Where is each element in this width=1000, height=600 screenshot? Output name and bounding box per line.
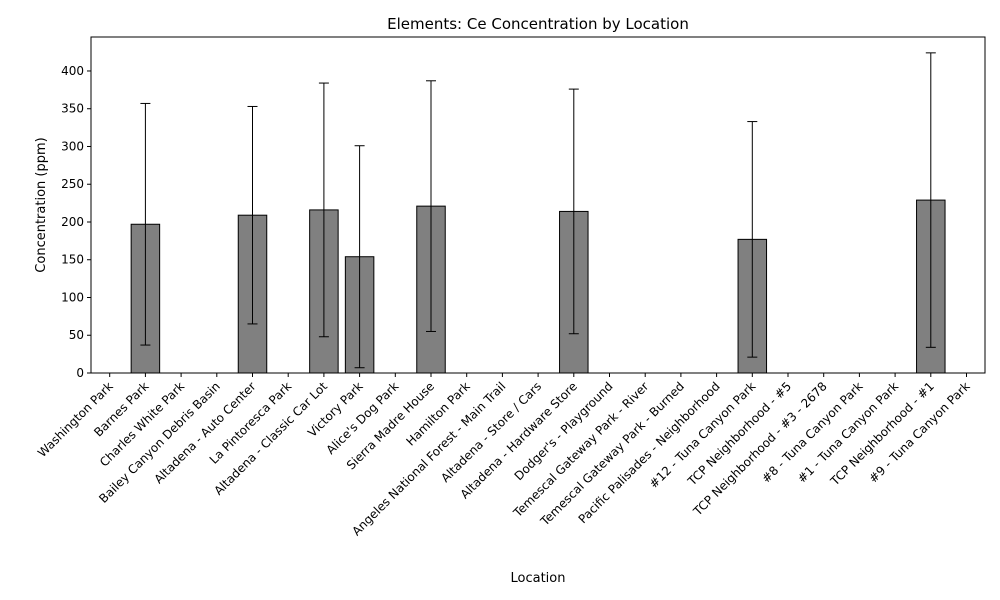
y-tick-label: 400 (61, 64, 84, 78)
y-tick-label: 350 (61, 102, 84, 116)
error-bars-group (140, 52, 936, 369)
y-tick-label: 50 (69, 328, 84, 342)
x-axis-label: Location (511, 571, 566, 586)
y-tick-label: 250 (61, 177, 84, 191)
y-axis: 0 50 100 150 200 250 300 350 400 (61, 64, 91, 380)
plot-frame (90, 36, 986, 374)
y-tick-label: 0 (76, 366, 84, 380)
chart-title: Elements: Ce Concentration by Location (387, 15, 689, 33)
y-tick-label: 300 (61, 139, 84, 153)
y-tick-label: 100 (61, 290, 84, 304)
y-axis-label: Concentration (ppm) (34, 137, 49, 272)
y-tick-label: 150 (61, 253, 84, 267)
y-tick-label: 200 (61, 215, 84, 229)
